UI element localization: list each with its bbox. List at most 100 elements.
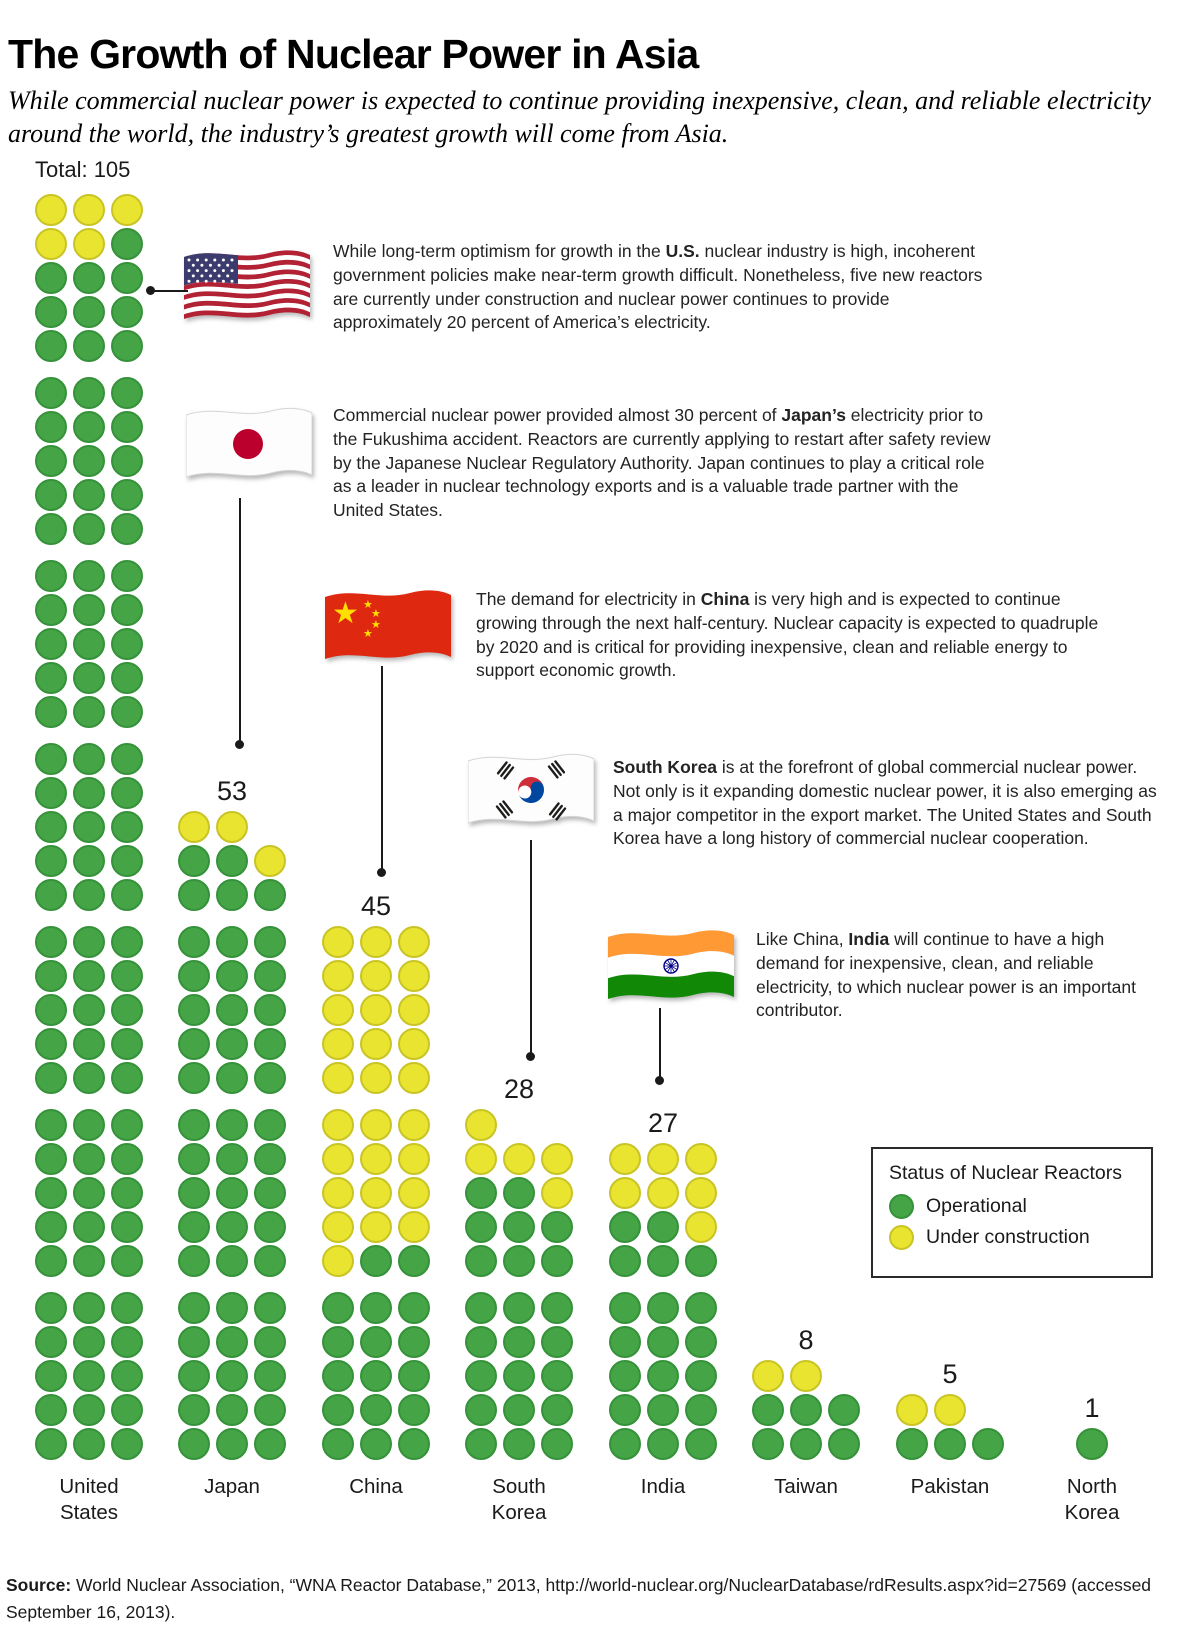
- reactor-dot-operational: [541, 1245, 573, 1277]
- reactor-dot-operational: [111, 330, 143, 362]
- leader-line: [152, 290, 188, 292]
- pictograph-row: [35, 513, 143, 545]
- pictograph-row: [465, 1326, 573, 1358]
- reactor-dot-operational: [35, 960, 67, 992]
- reactor-dot-operational: [178, 1245, 210, 1277]
- reactor-dot-under-construction: [360, 1143, 392, 1175]
- reactor-dot-operational: [73, 1326, 105, 1358]
- reactor-dot-operational: [503, 1394, 535, 1426]
- reactor-dot-operational: [216, 1326, 248, 1358]
- operational-dot-icon: [889, 1194, 914, 1219]
- reactor-dot-operational: [111, 1245, 143, 1277]
- pictograph-row: [35, 1143, 143, 1175]
- reactor-dot-operational: [73, 777, 105, 809]
- reactor-dot-operational: [360, 1428, 392, 1460]
- reactor-dot-operational: [111, 479, 143, 511]
- reactor-dot-operational: [216, 994, 248, 1026]
- pictograph-row: [35, 662, 143, 694]
- reactor-dot-operational: [178, 926, 210, 958]
- reactor-dot-operational: [216, 1360, 248, 1392]
- pictograph-row: [178, 845, 286, 877]
- country-label-china: China: [349, 1475, 403, 1498]
- reactor-dot-operational: [398, 1428, 430, 1460]
- pictograph-row: [465, 1360, 573, 1392]
- reactor-dot-under-construction: [111, 194, 143, 226]
- reactor-dot-operational: [609, 1245, 641, 1277]
- pictograph-row: [35, 1245, 143, 1277]
- reactor-dot-operational: [111, 262, 143, 294]
- reactor-dot-operational: [35, 513, 67, 545]
- reactor-dot-under-construction: [254, 845, 286, 877]
- reactor-dot-operational: [465, 1177, 497, 1209]
- reactor-dot-operational: [35, 696, 67, 728]
- reactor-dot-under-construction: [790, 1360, 822, 1392]
- reactor-dot-under-construction: [360, 960, 392, 992]
- subtitle: While commercial nuclear power is expect…: [8, 86, 1151, 148]
- reactor-dot-operational: [111, 696, 143, 728]
- reactor-dot-operational: [972, 1428, 1004, 1460]
- country-label-north-korea: North Korea: [1064, 1475, 1120, 1524]
- reactor-dot-operational: [647, 1428, 679, 1460]
- reactor-dot-operational: [35, 1143, 67, 1175]
- under-construction-dot-icon: [889, 1225, 914, 1250]
- reactor-dot-operational: [111, 926, 143, 958]
- reactor-dot-operational: [503, 1245, 535, 1277]
- reactor-dot-under-construction: [73, 194, 105, 226]
- reactor-dot-under-construction: [35, 194, 67, 226]
- pictograph-row: [896, 1394, 1004, 1426]
- pictograph-row: [35, 262, 143, 294]
- pictograph-row: [35, 628, 143, 660]
- note-text: Like China, India will continue to have …: [756, 929, 1136, 1021]
- pictograph-row: [35, 411, 143, 443]
- reactor-dot-operational: [609, 1326, 641, 1358]
- country-label-united-states: United States: [59, 1475, 119, 1524]
- reactor-dot-operational: [685, 1394, 717, 1426]
- reactor-dot-under-construction: [322, 1109, 354, 1141]
- us-flag-icon: [184, 244, 310, 337]
- pictograph-row: [322, 1177, 430, 1209]
- legend-item-label: Operational: [926, 1195, 1027, 1217]
- reactor-dot-operational: [35, 1177, 67, 1209]
- pictograph-row: [178, 1360, 286, 1392]
- reactor-dot-under-construction: [465, 1143, 497, 1175]
- reactor-dot-under-construction: [896, 1394, 928, 1426]
- reactor-dot-under-construction: [360, 994, 392, 1026]
- reactor-dot-operational: [647, 1360, 679, 1392]
- reactor-dot-operational: [111, 1360, 143, 1392]
- reactor-dot-operational: [685, 1360, 717, 1392]
- reactor-dot-operational: [752, 1428, 784, 1460]
- pictograph-row: [465, 1211, 573, 1243]
- pictograph-row: [35, 1326, 143, 1358]
- reactor-dot-operational: [216, 1109, 248, 1141]
- pictograph-row: [465, 1394, 573, 1426]
- count-label-china: 45: [360, 891, 392, 921]
- pictograph-row: [322, 1028, 430, 1060]
- reactor-dot-operational: [73, 628, 105, 660]
- reactor-dot-operational: [35, 411, 67, 443]
- reactor-dot-operational: [73, 1394, 105, 1426]
- pictograph-row: [35, 845, 143, 877]
- reactor-dot-operational: [178, 1394, 210, 1426]
- reactor-dot-operational: [216, 1028, 248, 1060]
- reactor-dot-operational: [73, 1292, 105, 1324]
- reactor-dot-operational: [398, 1292, 430, 1324]
- reactor-dot-under-construction: [398, 994, 430, 1026]
- reactor-dot-operational: [178, 1109, 210, 1141]
- pictograph-row: [35, 296, 143, 328]
- reactor-dot-under-construction: [685, 1143, 717, 1175]
- reactor-dot-operational: [35, 560, 67, 592]
- reactor-dot-operational: [73, 560, 105, 592]
- reactor-dot-operational: [254, 1028, 286, 1060]
- svg-text:★: ★: [363, 598, 373, 611]
- reactor-dot-operational: [178, 960, 210, 992]
- pictograph-row: [35, 994, 143, 1026]
- pictograph-row: [35, 1177, 143, 1209]
- reactor-dot-under-construction: [322, 1028, 354, 1060]
- reactor-dot-operational: [216, 1211, 248, 1243]
- reactor-dot-operational: [609, 1292, 641, 1324]
- reactor-dot-operational: [35, 479, 67, 511]
- source-label: Source:: [6, 1575, 72, 1595]
- reactor-dot-operational: [322, 1360, 354, 1392]
- reactor-dot-operational: [178, 994, 210, 1026]
- reactor-dot-operational: [322, 1394, 354, 1426]
